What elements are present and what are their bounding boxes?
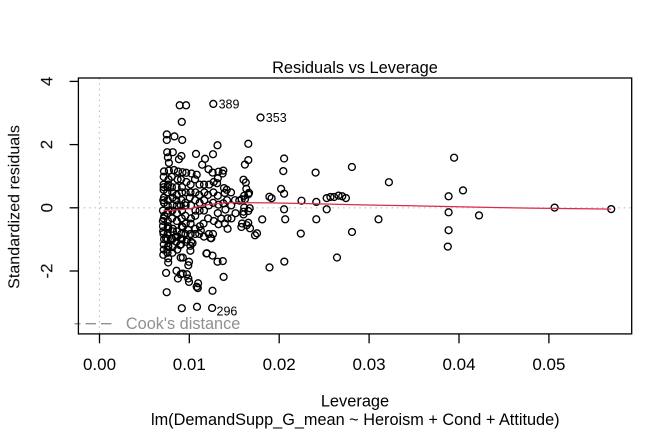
svg-text:0.00: 0.00 xyxy=(83,355,116,374)
svg-text:0.01: 0.01 xyxy=(173,355,206,374)
svg-text:Standardized residuals: Standardized residuals xyxy=(5,125,23,289)
svg-text:0.03: 0.03 xyxy=(353,355,386,374)
svg-text:Leverage: Leverage xyxy=(321,392,389,410)
svg-text:Residuals vs Leverage: Residuals vs Leverage xyxy=(272,59,438,77)
svg-text:0: 0 xyxy=(37,203,56,212)
svg-text:4: 4 xyxy=(37,77,56,86)
svg-text:296: 296 xyxy=(217,305,238,319)
svg-text:Cook's distance: Cook's distance xyxy=(126,315,240,333)
svg-text:2: 2 xyxy=(37,140,56,149)
svg-text:353: 353 xyxy=(266,111,287,125)
svg-text:0.05: 0.05 xyxy=(532,355,565,374)
svg-text:lm(DemandSupp_G_mean ~ Heroism: lm(DemandSupp_G_mean ~ Heroism + Cond + … xyxy=(151,411,560,429)
svg-text:389: 389 xyxy=(219,97,240,111)
svg-text:-2: -2 xyxy=(37,263,56,278)
svg-text:0.02: 0.02 xyxy=(263,355,296,374)
svg-text:0.04: 0.04 xyxy=(442,355,475,374)
